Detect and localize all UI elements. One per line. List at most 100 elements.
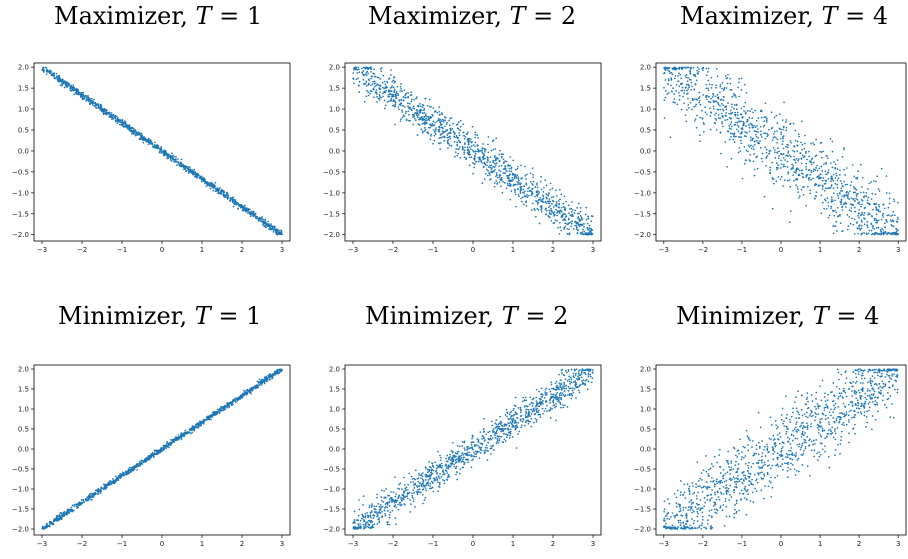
scatter-point — [224, 406, 227, 408]
scatter-point — [96, 493, 99, 495]
scatter-point — [563, 226, 566, 229]
scatter-point — [495, 175, 497, 178]
scatter-point — [419, 103, 421, 105]
scatter-point — [550, 209, 552, 212]
scatter-point — [136, 131, 139, 134]
scatter-point — [728, 112, 730, 115]
scatter-point — [821, 201, 824, 204]
scatter-point — [100, 488, 102, 490]
scatter-point — [850, 197, 853, 199]
scatter-point — [147, 458, 150, 461]
x-tick-label: 3 — [591, 246, 595, 254]
scatter-point — [794, 139, 797, 142]
scatter-point — [437, 119, 440, 122]
scatter-point — [841, 184, 844, 187]
scatter-point — [367, 78, 370, 81]
scatter-point — [473, 166, 475, 169]
scatter-point — [719, 131, 722, 134]
scatter-point — [155, 144, 158, 147]
scatter-point — [590, 220, 593, 223]
scatter-point — [370, 71, 372, 73]
scatter-point — [846, 214, 849, 216]
scatter-point — [839, 169, 841, 172]
scatter-point — [897, 233, 899, 236]
scatter-point — [185, 431, 187, 434]
scatter-point — [695, 126, 698, 129]
scatter-point — [272, 227, 274, 229]
scatter-point — [152, 455, 155, 458]
scatter-point — [152, 145, 154, 148]
scatter-point — [788, 221, 791, 224]
scatter-point — [857, 215, 859, 217]
scatter-point — [880, 218, 883, 221]
scatter-point — [847, 192, 850, 194]
scatter-point — [464, 143, 466, 145]
scatter-point — [867, 232, 870, 235]
scatter-point — [117, 119, 120, 122]
scatter-point — [766, 135, 769, 138]
scatter-point — [578, 218, 581, 221]
scatter-point — [802, 156, 805, 159]
scatter-point — [383, 80, 386, 83]
scatter-point — [461, 145, 464, 148]
scatter-point — [393, 88, 396, 91]
scatter-point — [267, 220, 269, 223]
scatter-point — [82, 93, 85, 96]
scatter-point — [558, 233, 561, 235]
scatter-point — [458, 140, 461, 143]
scatter-point — [670, 79, 673, 81]
scatter-point — [850, 181, 853, 183]
scatter-point — [833, 161, 835, 163]
scatter-point — [878, 233, 880, 235]
scatter-point — [416, 134, 419, 136]
scatter-point — [446, 136, 449, 139]
scatter-point — [886, 214, 889, 217]
scatter-point — [525, 178, 527, 180]
scatter-point — [128, 124, 131, 126]
scatter-point — [854, 200, 856, 202]
scatter-point — [821, 188, 824, 190]
scatter-point — [362, 66, 365, 69]
scatter-point — [488, 172, 490, 174]
scatter-point — [67, 511, 70, 514]
scatter-point — [486, 164, 488, 167]
scatter-point — [764, 137, 767, 140]
scatter-point — [470, 145, 473, 147]
scatter-point — [776, 122, 779, 125]
scatter-point — [882, 231, 885, 234]
scatter-point — [771, 126, 774, 129]
scatter-points — [41, 66, 283, 236]
scatter-point — [413, 107, 416, 110]
scatter-point — [703, 123, 705, 126]
scatter-point — [486, 174, 489, 177]
scatter-point — [775, 137, 777, 139]
scatter-point — [707, 67, 710, 70]
scatter-point — [394, 80, 396, 83]
scatter-point — [507, 184, 509, 187]
scatter-point — [131, 129, 134, 132]
scatter-point — [442, 136, 444, 138]
scatter-point — [856, 198, 859, 201]
scatter-point — [861, 213, 864, 215]
scatter-point — [271, 376, 274, 378]
scatter-point — [467, 143, 470, 146]
scatter-point — [577, 216, 580, 218]
scatter-point — [827, 169, 830, 171]
scatter-point — [241, 206, 244, 209]
scatter-point — [401, 116, 404, 119]
scatter-point — [863, 232, 865, 234]
y-tick-label: −1.5 — [12, 506, 29, 514]
scatter-point — [553, 214, 556, 217]
scatter-point — [825, 208, 828, 210]
scatter-point — [386, 101, 389, 103]
scatter-point — [403, 89, 406, 92]
scatter-point — [732, 135, 735, 138]
scatter-point — [108, 112, 111, 114]
scatter-point — [138, 463, 141, 465]
scatter-point — [162, 154, 165, 156]
scatter-point — [710, 97, 712, 100]
scatter-point — [721, 121, 723, 123]
scatter-point — [492, 159, 495, 162]
scatter-point — [532, 184, 534, 186]
scatter-point — [60, 517, 63, 519]
